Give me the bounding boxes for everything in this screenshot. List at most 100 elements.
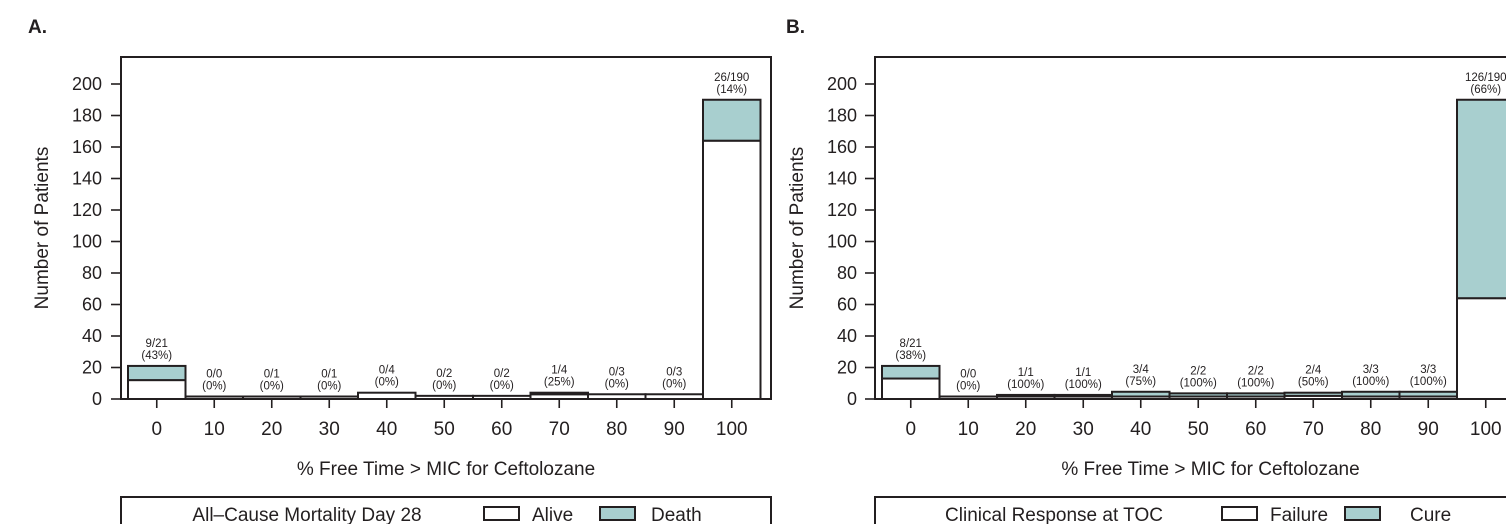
y-tick-label: 100 — [827, 232, 857, 252]
bar-alive — [299, 395, 359, 400]
bar-cure — [1283, 391, 1343, 397]
bar-label-percent: (75%) — [1125, 376, 1156, 388]
y-tick-label: 20 — [82, 358, 102, 378]
bar-label-percent: (100%) — [1065, 379, 1102, 391]
plot-frame — [874, 56, 1506, 400]
x-tick-label: 60 — [491, 419, 512, 440]
bar-cure — [1341, 390, 1401, 398]
bar-label-count: 0/1 — [264, 369, 280, 381]
bar-label-count: 0/0 — [960, 369, 976, 381]
y-tick-label: 80 — [82, 263, 102, 283]
y-tick-label: 0 — [847, 389, 857, 409]
bar-cure — [1053, 393, 1113, 398]
y-tick-label: 40 — [82, 326, 102, 346]
bar-label-count: 9/21 — [146, 338, 168, 350]
x-tick-label: 90 — [664, 419, 685, 440]
x-tick-label: 30 — [1073, 419, 1094, 440]
bar-label-count: 0/3 — [609, 366, 625, 378]
y-tick-label: 140 — [827, 169, 857, 189]
bar-label-count: 0/3 — [666, 366, 682, 378]
bar-cure — [1226, 392, 1286, 398]
bar-label-count: 2/2 — [1190, 365, 1206, 377]
bar-label-percent: (14%) — [716, 84, 747, 96]
bar-alive — [702, 139, 762, 400]
bar-label-count: 126/190 — [1465, 72, 1506, 84]
legend-label: Failure — [1270, 505, 1328, 524]
x-tick-label: 0 — [905, 419, 916, 440]
legend-box — [874, 496, 1506, 524]
legend-swatch — [483, 506, 520, 521]
y-tick-label: 0 — [92, 389, 102, 409]
y-tick-label: 60 — [82, 295, 102, 315]
y-tick-label: 180 — [827, 106, 857, 126]
bar-label-count: 0/2 — [494, 368, 510, 380]
x-tick-label: 50 — [1188, 419, 1209, 440]
x-axis-label: % Free Time > MIC for Ceftolozane — [1061, 459, 1359, 480]
bar-label-count: 3/3 — [1363, 364, 1379, 376]
panel-label: B. — [786, 17, 805, 38]
y-tick-label: 160 — [72, 137, 102, 157]
x-axis-label: % Free Time > MIC for Ceftolozane — [297, 459, 595, 480]
legend-label: Alive — [532, 505, 573, 524]
bar-label-count: 3/3 — [1420, 364, 1436, 376]
bar-failure — [1456, 297, 1506, 401]
bar-label-count: 8/21 — [900, 338, 922, 350]
bar-cure — [996, 393, 1056, 398]
bar-cure — [1398, 390, 1458, 398]
bar-label-percent: (100%) — [1180, 377, 1217, 389]
x-tick-label: 70 — [1303, 419, 1324, 440]
y-tick-label: 180 — [72, 106, 102, 126]
x-tick-label: 100 — [1470, 419, 1502, 440]
bar-label-percent: (0%) — [375, 377, 399, 389]
y-tick-label: 200 — [72, 74, 102, 94]
y-tick-label: 20 — [837, 358, 857, 378]
bar-alive — [644, 393, 704, 400]
y-tick-label: 60 — [837, 295, 857, 315]
bar-label-count: 1/1 — [1018, 367, 1034, 379]
bar-label-count: 0/4 — [379, 365, 396, 377]
plot-frame — [120, 56, 772, 400]
bar-label-percent: (100%) — [1007, 379, 1044, 391]
x-tick-label: 90 — [1418, 419, 1439, 440]
bar-alive — [357, 391, 417, 401]
legend-label: Cure — [1410, 505, 1451, 524]
y-tick-label: 40 — [837, 326, 857, 346]
bar-label-percent: (0%) — [605, 378, 629, 390]
bar-label-percent: (0%) — [956, 381, 980, 393]
bar-label-count: 0/0 — [206, 369, 222, 381]
bar-label-percent: (100%) — [1410, 376, 1447, 388]
bar-death — [529, 391, 589, 396]
x-tick-label: 60 — [1245, 419, 1266, 440]
bar-cure — [881, 364, 941, 380]
x-tick-label: 10 — [958, 419, 979, 440]
bar-label-percent: (0%) — [202, 381, 226, 393]
x-tick-label: 70 — [549, 419, 570, 440]
y-axis-label: Number of Patients — [32, 147, 53, 310]
bar-label-percent: (25%) — [544, 377, 575, 389]
bar-death — [127, 364, 187, 382]
legend-swatch — [1221, 506, 1258, 521]
legend-label: Death — [651, 505, 702, 524]
y-tick-label: 140 — [72, 169, 102, 189]
bar-cure — [1456, 98, 1506, 300]
bar-label-percent: (50%) — [1298, 377, 1329, 389]
bar-label-percent: (100%) — [1352, 376, 1389, 388]
legend-swatch — [599, 506, 636, 521]
bar-label-count: 0/1 — [321, 369, 337, 381]
x-tick-label: 10 — [204, 419, 225, 440]
bar-failure — [938, 395, 998, 400]
bar-label-count: 2/4 — [1305, 365, 1322, 377]
y-tick-label: 200 — [827, 74, 857, 94]
bar-label-percent: (0%) — [432, 380, 456, 392]
legend-box — [120, 496, 772, 524]
bar-label-percent: (38%) — [895, 350, 926, 362]
bar-label-percent: (43%) — [141, 350, 172, 362]
x-tick-label: 80 — [606, 419, 627, 440]
x-tick-label: 40 — [1130, 419, 1151, 440]
bar-label-count: 26/190 — [714, 72, 749, 84]
x-tick-label: 50 — [434, 419, 455, 440]
y-tick-label: 100 — [72, 232, 102, 252]
bar-alive — [184, 395, 244, 400]
x-tick-label: 80 — [1360, 419, 1381, 440]
